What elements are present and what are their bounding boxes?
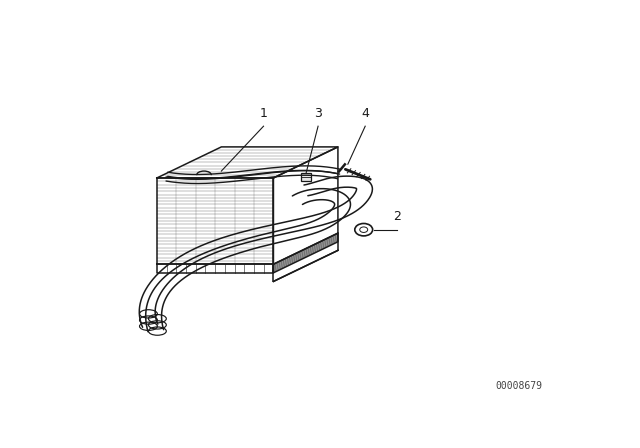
Text: 2: 2 — [394, 211, 401, 224]
Text: 4: 4 — [361, 107, 369, 120]
Text: 1: 1 — [260, 107, 268, 120]
Bar — [301, 173, 310, 181]
Text: 3: 3 — [314, 107, 322, 120]
Text: 00008679: 00008679 — [495, 381, 543, 391]
